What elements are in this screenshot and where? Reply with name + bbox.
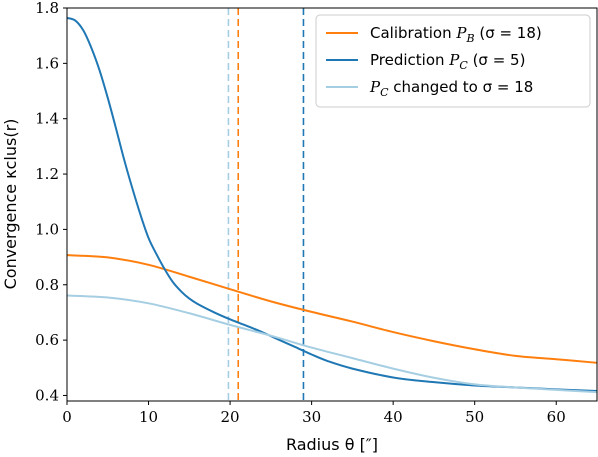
y-axis-label: Convergence κclus(r) (1, 119, 20, 290)
x-axis-ticks: 0 10 20 30 40 50 60 (62, 401, 566, 426)
x-tick-label: 20 (221, 408, 240, 426)
y-axis-ticks: 0.4 0.6 0.8 1.0 1.2 1.4 1.6 1.8 (35, 0, 67, 404)
series-line-2 (66, 294, 598, 394)
y-tick-label: 1.0 (35, 220, 59, 238)
x-tick-label: 0 (62, 408, 72, 426)
series-line-0 (66, 254, 598, 364)
x-tick-label: 10 (139, 408, 158, 426)
x-tick-label: 60 (547, 408, 566, 426)
y-tick-label: 1.2 (35, 165, 59, 183)
y-tick-label: 1.8 (35, 0, 59, 17)
legend-entry-0: Calibration PB (σ = 18) (370, 24, 542, 45)
legend-box (315, 14, 591, 108)
plot-frame (66, 7, 598, 402)
x-tick-label: 30 (302, 408, 321, 426)
y-tick-label: 0.6 (35, 331, 59, 349)
series-line-1 (66, 16, 598, 393)
legend: Calibration PB (σ = 18) Prediction PC (σ … (315, 14, 591, 108)
y-tick-label: 0.4 (35, 386, 59, 404)
x-axis-label: Radius θ [″] (286, 435, 378, 454)
y-tick-label: 0.8 (35, 276, 59, 294)
y-tick-label: 1.4 (35, 110, 59, 128)
x-tick-label: 40 (384, 408, 403, 426)
legend-entry-2: PC changed to σ = 18 (369, 78, 533, 99)
legend-entry-1: Prediction PC (σ = 5) (370, 51, 525, 72)
x-tick-label: 50 (465, 408, 484, 426)
plot-lines (66, 8, 598, 401)
y-tick-label: 1.6 (35, 54, 59, 72)
